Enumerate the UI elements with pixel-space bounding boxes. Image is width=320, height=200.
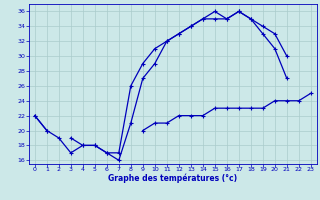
X-axis label: Graphe des températures (°c): Graphe des températures (°c) [108,174,237,183]
